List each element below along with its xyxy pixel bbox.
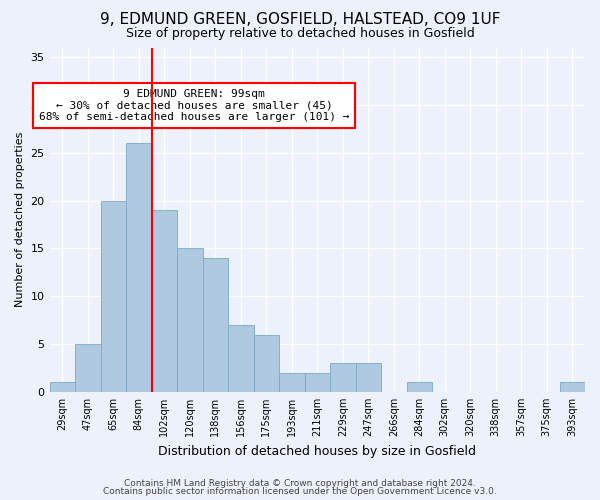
Text: 9 EDMUND GREEN: 99sqm
← 30% of detached houses are smaller (45)
68% of semi-deta: 9 EDMUND GREEN: 99sqm ← 30% of detached …	[39, 89, 349, 122]
Text: 9, EDMUND GREEN, GOSFIELD, HALSTEAD, CO9 1UF: 9, EDMUND GREEN, GOSFIELD, HALSTEAD, CO9…	[100, 12, 500, 28]
Y-axis label: Number of detached properties: Number of detached properties	[15, 132, 25, 308]
Text: Size of property relative to detached houses in Gosfield: Size of property relative to detached ho…	[125, 28, 475, 40]
Bar	[228, 325, 254, 392]
Bar	[254, 334, 279, 392]
Bar	[279, 373, 305, 392]
Bar	[356, 363, 381, 392]
Bar	[560, 382, 585, 392]
Bar	[203, 258, 228, 392]
Bar	[305, 373, 330, 392]
Text: Contains HM Land Registry data © Crown copyright and database right 2024.: Contains HM Land Registry data © Crown c…	[124, 478, 476, 488]
Bar	[330, 363, 356, 392]
Bar	[75, 344, 101, 392]
Text: Contains public sector information licensed under the Open Government Licence v3: Contains public sector information licen…	[103, 487, 497, 496]
Bar	[126, 143, 152, 392]
Bar	[177, 248, 203, 392]
X-axis label: Distribution of detached houses by size in Gosfield: Distribution of detached houses by size …	[158, 444, 476, 458]
Bar	[101, 200, 126, 392]
Bar	[50, 382, 75, 392]
Bar	[152, 210, 177, 392]
Bar	[407, 382, 432, 392]
